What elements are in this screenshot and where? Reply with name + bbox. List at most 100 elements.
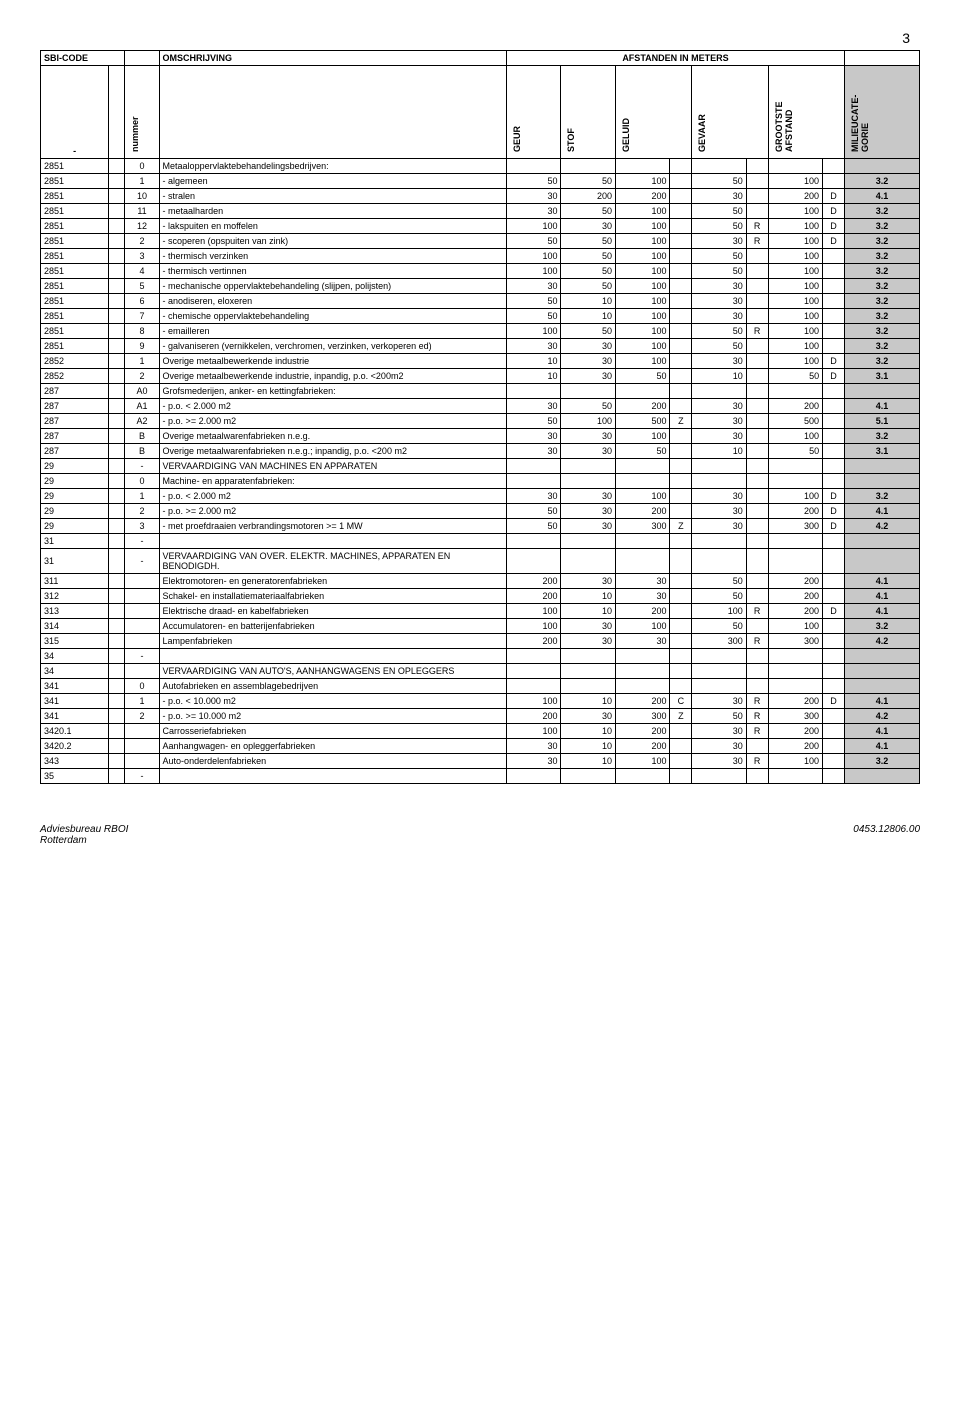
- table-cell: Overige metaalwarenfabrieken n.e.g.: [159, 429, 506, 444]
- table-cell: 100: [768, 249, 823, 264]
- table-cell: 0: [125, 159, 159, 174]
- table-cell: [845, 534, 920, 549]
- table-cell: 3.2: [845, 249, 920, 264]
- table-cell: 30: [506, 399, 561, 414]
- table-cell: 30: [561, 634, 616, 649]
- table-cell: 3.2: [845, 219, 920, 234]
- table-cell: 3.2: [845, 234, 920, 249]
- table-cell: 300: [768, 519, 823, 534]
- table-cell: [561, 769, 616, 784]
- table-cell: A1: [125, 399, 159, 414]
- table-cell: 287: [41, 429, 109, 444]
- table-cell: [845, 459, 920, 474]
- table-cell: 50: [692, 619, 747, 634]
- table-cell: 10: [561, 724, 616, 739]
- table-cell: [109, 549, 125, 574]
- table-cell: [670, 459, 692, 474]
- table-cell: [670, 189, 692, 204]
- table-cell: [823, 574, 845, 589]
- table-cell: 2851: [41, 339, 109, 354]
- table-cell: [670, 649, 692, 664]
- table-row: 311Elektromotoren- en generatorenfabriek…: [41, 574, 920, 589]
- table-cell: 4.1: [845, 724, 920, 739]
- table-cell: [692, 159, 747, 174]
- table-cell: 30: [692, 504, 747, 519]
- table-cell: D: [823, 604, 845, 619]
- table-cell: 30: [692, 294, 747, 309]
- table-cell: [692, 534, 747, 549]
- table-cell: 2851: [41, 189, 109, 204]
- table-cell: 3.2: [845, 339, 920, 354]
- table-cell: [746, 504, 768, 519]
- table-cell: 30: [692, 429, 747, 444]
- table-cell: [561, 474, 616, 489]
- table-cell: [125, 634, 159, 649]
- table-cell: [670, 679, 692, 694]
- table-cell: 100: [768, 339, 823, 354]
- table-cell: [746, 589, 768, 604]
- table-cell: 50: [506, 504, 561, 519]
- table-cell: R: [746, 324, 768, 339]
- table-cell: [670, 474, 692, 489]
- table-cell: [109, 589, 125, 604]
- table-cell: 200: [615, 504, 670, 519]
- table-cell: - p.o. >= 2.000 m2: [159, 504, 506, 519]
- table-cell: 50: [615, 444, 670, 459]
- table-cell: [746, 519, 768, 534]
- table-row: 285111- metaalharden305010050100D3.2: [41, 204, 920, 219]
- table-cell: 10: [506, 369, 561, 384]
- table-cell: B: [125, 429, 159, 444]
- table-cell: R: [746, 724, 768, 739]
- table-cell: [615, 534, 670, 549]
- table-cell: 50: [561, 174, 616, 189]
- table-cell: 30: [692, 399, 747, 414]
- table-cell: 2851: [41, 174, 109, 189]
- table-cell: 300: [615, 519, 670, 534]
- table-cell: [692, 649, 747, 664]
- table-cell: D: [823, 694, 845, 709]
- table-cell: -: [125, 549, 159, 574]
- table-cell: 2851: [41, 159, 109, 174]
- table-row: 313Elektrische draad- en kabelfabrieken1…: [41, 604, 920, 619]
- table-cell: 200: [768, 189, 823, 204]
- table-cell: 2851: [41, 204, 109, 219]
- table-cell: [125, 754, 159, 769]
- table-cell: -: [125, 649, 159, 664]
- table-cell: 35: [41, 769, 109, 784]
- table-cell: 100: [615, 294, 670, 309]
- table-cell: 200: [615, 399, 670, 414]
- table-cell: [561, 549, 616, 574]
- table-cell: 30: [561, 504, 616, 519]
- table-cell: 10: [561, 589, 616, 604]
- table-cell: 100: [615, 619, 670, 634]
- table-cell: Aanhangwagen- en opleggerfabrieken: [159, 739, 506, 754]
- table-cell: [670, 354, 692, 369]
- table-cell: [845, 649, 920, 664]
- table-row: 287A0Grofsmederijen, anker- en kettingfa…: [41, 384, 920, 399]
- table-cell: 343: [41, 754, 109, 769]
- table-cell: [670, 339, 692, 354]
- table-cell: 30: [561, 519, 616, 534]
- table-cell: [670, 664, 692, 679]
- table-cell: [109, 534, 125, 549]
- table-cell: 30: [561, 709, 616, 724]
- table-cell: 50: [561, 279, 616, 294]
- table-cell: 100: [615, 219, 670, 234]
- table-row: 3412- p.o. >= 10.000 m220030300Z50R3004.…: [41, 709, 920, 724]
- table-cell: 29: [41, 489, 109, 504]
- table-cell: 100: [768, 354, 823, 369]
- table-cell: 500: [615, 414, 670, 429]
- table-cell: [109, 354, 125, 369]
- table-cell: [823, 589, 845, 604]
- table-cell: 100: [506, 264, 561, 279]
- table-cell: [670, 769, 692, 784]
- table-cell: [823, 174, 845, 189]
- table-cell: - metaalharden: [159, 204, 506, 219]
- table-cell: [670, 174, 692, 189]
- footer: Adviesbureau RBOI Rotterdam 0453.12806.0…: [40, 824, 920, 846]
- table-cell: [746, 279, 768, 294]
- table-cell: 31: [41, 534, 109, 549]
- table-cell: C: [670, 694, 692, 709]
- table-cell: Overige metaalbewerkende industrie: [159, 354, 506, 369]
- table-cell: 4.1: [845, 694, 920, 709]
